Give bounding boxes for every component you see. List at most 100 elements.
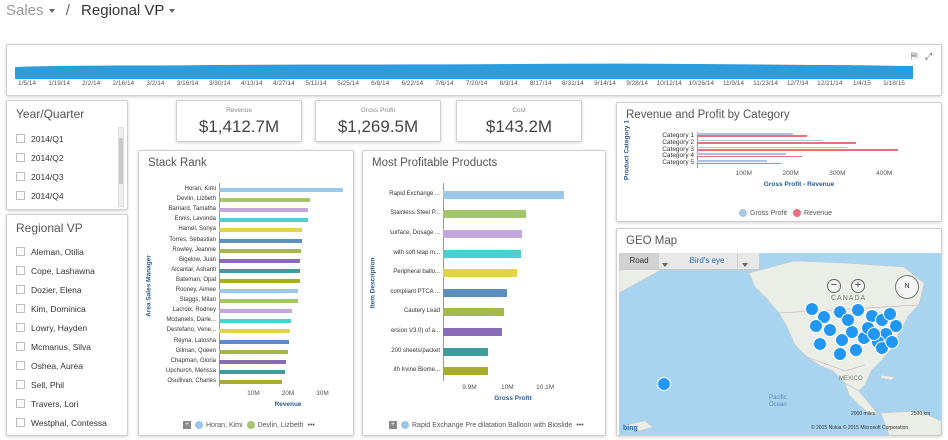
category-label[interactable]: Ennis, Lavonda (174, 216, 216, 223)
bar[interactable] (219, 289, 299, 294)
bar-gross-profit[interactable] (697, 139, 824, 142)
birds-eye-dropdown[interactable] (737, 253, 754, 269)
regional-vp-item[interactable]: Mcmanus, Silva (16, 337, 107, 356)
bar[interactable] (219, 238, 302, 243)
bar[interactable] (219, 369, 286, 374)
category-label[interactable]: Gilman, Queen (175, 347, 216, 354)
expand-icon[interactable]: ⤢ (925, 51, 933, 61)
bar[interactable] (219, 329, 290, 334)
checkbox[interactable] (16, 342, 25, 351)
bar-revenue[interactable] (697, 155, 803, 158)
map-marker[interactable] (851, 303, 865, 317)
category-label[interactable]: Upchurch, Merissa (165, 367, 216, 374)
map-marker[interactable] (833, 347, 847, 361)
chevron-down-icon[interactable] (48, 9, 55, 14)
bar[interactable] (219, 248, 302, 253)
bar[interactable] (219, 208, 308, 213)
category-label[interactable]: 200 sheets/packet (391, 347, 440, 354)
category-label[interactable]: Chapman, Gloria (170, 357, 216, 364)
map-marker[interactable] (841, 313, 855, 327)
regional-vp-item[interactable]: Kim, Dominica (16, 299, 107, 318)
regional-vp-item[interactable]: Oshea, Aurea (16, 356, 107, 375)
expand-legend-icon[interactable]: + (183, 421, 191, 429)
category-label[interactable]: Lacroix, Rodney (172, 307, 216, 314)
road-view-button[interactable]: Road (619, 253, 659, 269)
bar[interactable] (443, 288, 508, 297)
checkbox[interactable] (16, 285, 25, 294)
regional-vp-item[interactable]: Dozier, Elena (16, 280, 107, 299)
category-label[interactable]: Cautery Lead (403, 308, 440, 315)
category-label[interactable]: Barnard, Tamatha (168, 206, 216, 213)
birds-eye-button[interactable]: Bird's eye (689, 256, 725, 265)
expand-legend-icon[interactable]: + (389, 421, 397, 429)
legend-label[interactable]: Horan, Kimi (206, 421, 243, 429)
bar[interactable] (219, 278, 301, 283)
bar-revenue[interactable] (697, 149, 899, 151)
bar-revenue[interactable] (697, 142, 857, 144)
category-label[interactable]: Category 1 (662, 132, 694, 139)
category-label[interactable]: ersion V3.0) of a... (390, 328, 440, 334)
map-marker[interactable] (835, 333, 849, 347)
map-marker[interactable] (885, 335, 899, 349)
map-marker[interactable] (805, 302, 819, 316)
category-label[interactable]: Horan, Kimi (184, 186, 216, 193)
checkbox[interactable] (16, 323, 25, 332)
category-label[interactable]: Category 5 (662, 159, 694, 167)
category-label[interactable]: with soft leap m... (393, 249, 440, 256)
category-label[interactable]: Rooney, Aimee (175, 287, 216, 294)
bar[interactable] (219, 188, 343, 193)
bar[interactable] (443, 308, 504, 317)
bar-gross-profit[interactable] (697, 133, 793, 135)
category-label[interactable]: Hamel, Sonya (178, 226, 216, 233)
map-marker[interactable] (809, 319, 823, 333)
timeline-area-chart[interactable] (15, 53, 913, 79)
bar[interactable] (443, 210, 527, 219)
bar[interactable] (443, 190, 565, 199)
regional-vp-item[interactable]: Westphal, Contessa (16, 413, 107, 432)
bar[interactable] (219, 268, 301, 273)
category-label[interactable]: Category 2 (662, 138, 694, 146)
revenue-profit-category-chart[interactable]: Category 1 Category 2 Category 3 Category 4… (617, 103, 943, 223)
year-quarter-item[interactable]: 2014/Q4 (16, 186, 64, 205)
legend-label[interactable]: Rapid Exchange Pre dilatation Balloon wi… (412, 421, 573, 429)
checkbox[interactable] (16, 418, 25, 427)
bar-revenue[interactable] (697, 162, 782, 165)
checkbox[interactable] (16, 247, 25, 256)
bar[interactable] (219, 349, 288, 354)
checkbox[interactable] (16, 304, 25, 313)
category-label[interactable]: surface, Dosage ... (389, 230, 440, 236)
bar-gross-profit[interactable] (697, 153, 786, 155)
more-icon[interactable]: ••• (307, 421, 315, 429)
category-label[interactable]: Alcantar, Ashanti (171, 266, 216, 273)
bar[interactable] (443, 367, 489, 376)
bar[interactable] (219, 299, 298, 304)
checkbox[interactable] (16, 172, 25, 181)
regional-vp-item[interactable]: Lowry, Hayden (16, 318, 107, 337)
category-label[interactable]: Rapid Exchange ... (389, 190, 440, 197)
breadcrumb-root[interactable]: Sales (6, 2, 44, 19)
map-marker[interactable] (823, 323, 837, 337)
bar[interactable] (219, 228, 303, 233)
checkbox[interactable] (16, 361, 25, 370)
category-label[interactable]: ith Irvine Biome... (393, 367, 440, 374)
scrollbar[interactable] (118, 127, 124, 207)
checkbox[interactable] (16, 399, 25, 408)
breadcrumb-current[interactable]: Regional VP (81, 2, 165, 19)
category-label[interactable]: Osullivan, Charles (167, 377, 216, 384)
bar[interactable] (219, 309, 293, 314)
category-label[interactable]: Reyna, Latosha (173, 337, 216, 344)
zoom-out-button[interactable]: − (827, 279, 841, 293)
map-marker[interactable] (657, 377, 671, 391)
category-label[interactable]: Bigelow, Juan (178, 256, 216, 263)
bar[interactable] (219, 379, 283, 384)
category-label[interactable]: Category 3 (662, 145, 694, 153)
bar[interactable] (443, 269, 517, 278)
filter-icon[interactable]: ⛿ (911, 51, 918, 61)
checkbox[interactable] (16, 134, 25, 143)
bar[interactable] (219, 258, 301, 263)
legend-label[interactable]: Gross Profit (750, 209, 787, 217)
checkbox[interactable] (16, 266, 25, 275)
bar[interactable] (219, 198, 311, 203)
bar[interactable] (219, 218, 308, 223)
bar[interactable] (443, 230, 523, 238)
